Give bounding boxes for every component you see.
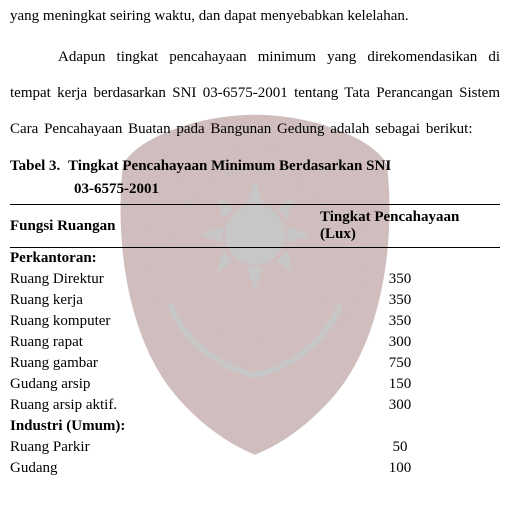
table-cell-name: Gudang (10, 458, 300, 479)
table-cell-name: Gudang arsip (10, 374, 300, 395)
table-cell-value: 150 (300, 374, 500, 395)
table-section-title: Industri (Umum): (10, 416, 500, 437)
table-caption: Tabel 3. Tingkat Pencahayaan Minimum Ber… (10, 155, 500, 200)
table-caption-sub: 03-6575-2001 (74, 178, 500, 201)
table-cell-value: 50 (300, 437, 500, 458)
table-header-left: Fungsi Ruangan (10, 205, 300, 248)
table-caption-title: Tingkat Pencahayaan Minimum Berdasarkan … (68, 158, 391, 174)
table-cell-value: 300 (300, 332, 500, 353)
table-cell-value: 350 (300, 290, 500, 311)
table-cell-name: Ruang Parkir (10, 437, 300, 458)
table-row: Ruang rapat300 (10, 332, 500, 353)
table-header-right: Tingkat Pencahayaan (Lux) (300, 205, 500, 248)
table-cell-value: 750 (300, 353, 500, 374)
table-caption-label: Tabel 3. (10, 158, 60, 174)
table-row: Ruang gambar750 (10, 353, 500, 374)
page-content: yang meningkat seiring waktu, dan dapat … (0, 0, 510, 479)
table-row: Ruang Parkir50 (10, 437, 500, 458)
table-cell-value: 300 (300, 395, 500, 416)
table-row: Gudang arsip150 (10, 374, 500, 395)
table-cell-name: Ruang arsip aktif. (10, 395, 300, 416)
paragraph-intro: Adapun tingkat pencahayaan minimum yang … (10, 39, 500, 147)
table-cell-value: 100 (300, 458, 500, 479)
table-section-title: Perkantoran: (10, 248, 500, 270)
table-row: Ruang arsip aktif.300 (10, 395, 500, 416)
table-row: Ruang Direktur350 (10, 269, 500, 290)
table-row: Gudang100 (10, 458, 500, 479)
table-row: Ruang kerja350 (10, 290, 500, 311)
table-body: Perkantoran:Ruang Direktur350Ruang kerja… (10, 248, 500, 480)
table-cell-name: Ruang komputer (10, 311, 300, 332)
table-cell-name: Ruang rapat (10, 332, 300, 353)
table-row: Ruang komputer350 (10, 311, 500, 332)
table-cell-value: 350 (300, 269, 500, 290)
table-cell-name: Ruang gambar (10, 353, 300, 374)
table-cell-name: Ruang Direktur (10, 269, 300, 290)
table-cell-value: 350 (300, 311, 500, 332)
lighting-table: Fungsi Ruangan Tingkat Pencahayaan (Lux)… (10, 204, 500, 479)
table-cell-name: Ruang kerja (10, 290, 300, 311)
paragraph-continuation: yang meningkat seiring waktu, dan dapat … (10, 0, 500, 33)
